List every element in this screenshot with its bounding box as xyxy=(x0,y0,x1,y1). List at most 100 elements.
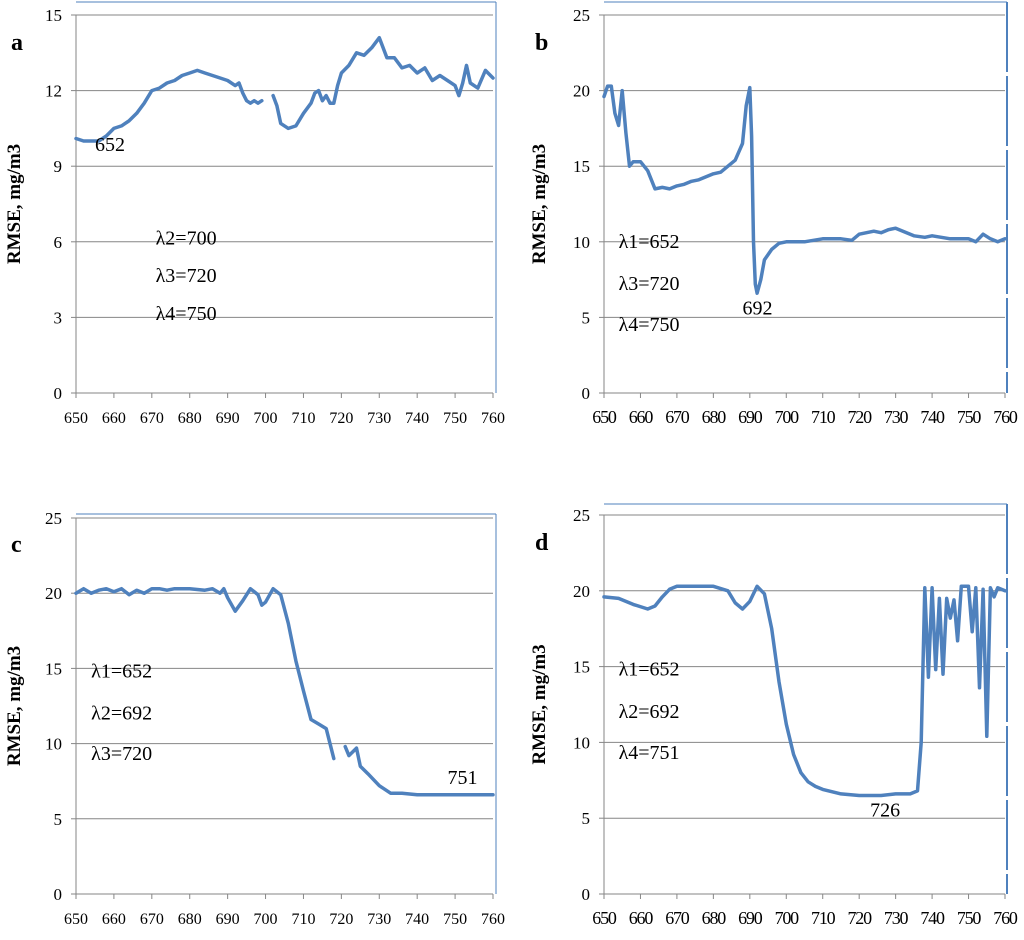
y-tick-label: 10 xyxy=(573,233,590,252)
panel-label: a xyxy=(11,30,23,56)
y-tick-label: 25 xyxy=(45,509,62,528)
y-tick-label: 25 xyxy=(573,6,590,25)
x-tick-label: 690 xyxy=(738,407,763,427)
x-tick-label: 670 xyxy=(665,407,690,427)
x-tick-label: 670 xyxy=(140,911,164,928)
y-tick-label: 0 xyxy=(54,885,63,904)
series-line-segment xyxy=(74,68,264,143)
chart-panel-c: 0 5 10 15 20 25 650 660 670 680 690 700 710 720 730 740… xyxy=(4,509,505,928)
annotation-label: λ1=652 xyxy=(91,660,152,682)
y-tick-label: 12 xyxy=(45,82,62,101)
y-tick-label: 10 xyxy=(573,733,590,752)
x-tick-label: 760 xyxy=(481,410,505,427)
x-tick-label: 690 xyxy=(216,410,240,427)
x-tick-label: 740 xyxy=(920,908,945,928)
annotation-label: 652 xyxy=(95,134,125,156)
x-tick-label: 690 xyxy=(216,911,240,928)
y-tick-label: 15 xyxy=(45,659,62,678)
x-tick-label: 680 xyxy=(702,407,727,427)
x-tick-label: 660 xyxy=(629,407,654,427)
x-tick-label: 750 xyxy=(443,410,467,427)
annotation-label: 726 xyxy=(870,800,900,822)
annotation-label: λ4=751 xyxy=(619,742,680,764)
panel-label: d xyxy=(535,530,549,556)
x-tick-label: 700 xyxy=(775,908,800,928)
x-tick-label: 730 xyxy=(367,911,391,928)
annotation-label: λ4=750 xyxy=(619,314,680,336)
x-tick-label: 730 xyxy=(367,410,391,427)
series-line-segment xyxy=(343,744,495,797)
y-tick-label: 5 xyxy=(582,308,591,327)
y-tick-label: 25 xyxy=(573,506,590,525)
annotation-label: λ4=750 xyxy=(156,303,217,325)
x-tick-label: 710 xyxy=(811,908,836,928)
y-tick-label: 15 xyxy=(573,658,590,677)
x-tick-label: 690 xyxy=(738,908,763,928)
y-axis-title: RMSE, mg/m3 xyxy=(4,646,25,766)
series-line-segment xyxy=(271,35,495,131)
y-tick-label: 15 xyxy=(45,6,62,25)
x-tick-label: 750 xyxy=(957,407,982,427)
x-tick-label: 670 xyxy=(140,410,164,427)
x-tick-label: 720 xyxy=(329,911,353,928)
chart-panel-b: 0 5 10 15 20 25 650 660 670 680 690 700 710 720 730 740… xyxy=(529,1,1019,427)
y-axis-title: RMSE, mg/m3 xyxy=(529,644,550,764)
y-tick-label: 0 xyxy=(582,384,591,403)
panel-label: b xyxy=(535,30,548,56)
panel-label: c xyxy=(11,532,22,558)
y-tick-label: 20 xyxy=(573,82,590,101)
x-tick-label: 710 xyxy=(291,410,315,427)
x-tick-label: 740 xyxy=(920,407,945,427)
annotation-label: λ1=652 xyxy=(619,659,680,681)
x-tick-label: 650 xyxy=(592,407,617,427)
x-tick-label: 650 xyxy=(64,410,88,427)
x-tick-label: 700 xyxy=(254,911,278,928)
x-tick-label: 750 xyxy=(957,908,982,928)
y-tick-label: 0 xyxy=(54,384,63,403)
y-tick-label: 9 xyxy=(54,157,63,176)
annotation-label: λ3=720 xyxy=(156,265,217,287)
y-tick-label: 15 xyxy=(573,157,590,176)
x-tick-label: 660 xyxy=(102,911,126,928)
series-line-segment xyxy=(602,84,1007,295)
y-tick-label: 3 xyxy=(54,308,63,327)
annotation-label: λ2=700 xyxy=(156,227,217,249)
y-axis-title: RMSE, mg/m3 xyxy=(4,144,25,264)
y-tick-label: 0 xyxy=(582,885,591,904)
y-tick-label: 5 xyxy=(54,810,63,829)
x-tick-label: 720 xyxy=(847,407,872,427)
x-tick-label: 700 xyxy=(254,410,278,427)
annotation-label: 751 xyxy=(448,767,478,789)
annotation-label: λ2=692 xyxy=(619,701,680,723)
y-tick-label: 5 xyxy=(582,809,591,828)
x-tick-label: 760 xyxy=(993,407,1018,427)
y-tick-label: 20 xyxy=(573,582,590,601)
x-tick-label: 720 xyxy=(847,908,872,928)
series-line-segment xyxy=(602,584,1007,798)
x-tick-label: 750 xyxy=(443,911,467,928)
x-tick-label: 650 xyxy=(592,908,617,928)
x-tick-label: 730 xyxy=(884,908,909,928)
x-tick-label: 680 xyxy=(702,908,727,928)
x-tick-label: 680 xyxy=(178,410,202,427)
x-tick-label: 760 xyxy=(481,911,505,928)
x-tick-label: 660 xyxy=(102,410,126,427)
y-tick-label: 10 xyxy=(45,735,62,754)
chart-panel-a: 0 3 6 9 12 15 650 660 670 680 690 700 710 720 730 740 75… xyxy=(4,1,505,427)
x-tick-label: 670 xyxy=(665,908,690,928)
x-tick-label: 730 xyxy=(884,407,909,427)
x-tick-label: 700 xyxy=(775,407,800,427)
series-line-segment xyxy=(74,586,336,761)
y-tick-label: 6 xyxy=(54,233,63,252)
x-tick-label: 740 xyxy=(405,911,429,928)
annotation-label: λ3=720 xyxy=(91,743,152,765)
chart-panel-d: 0 5 10 15 20 25 650 660 670 680 690 700 710 720 730 740… xyxy=(529,503,1019,928)
annotation-label: λ3=720 xyxy=(619,273,680,295)
annotation-label: 692 xyxy=(743,297,773,319)
x-tick-label: 660 xyxy=(629,908,654,928)
y-axis-title: RMSE, mg/m3 xyxy=(529,144,550,264)
annotation-label: λ2=692 xyxy=(91,703,152,725)
x-tick-label: 710 xyxy=(811,407,836,427)
x-tick-label: 760 xyxy=(993,908,1018,928)
